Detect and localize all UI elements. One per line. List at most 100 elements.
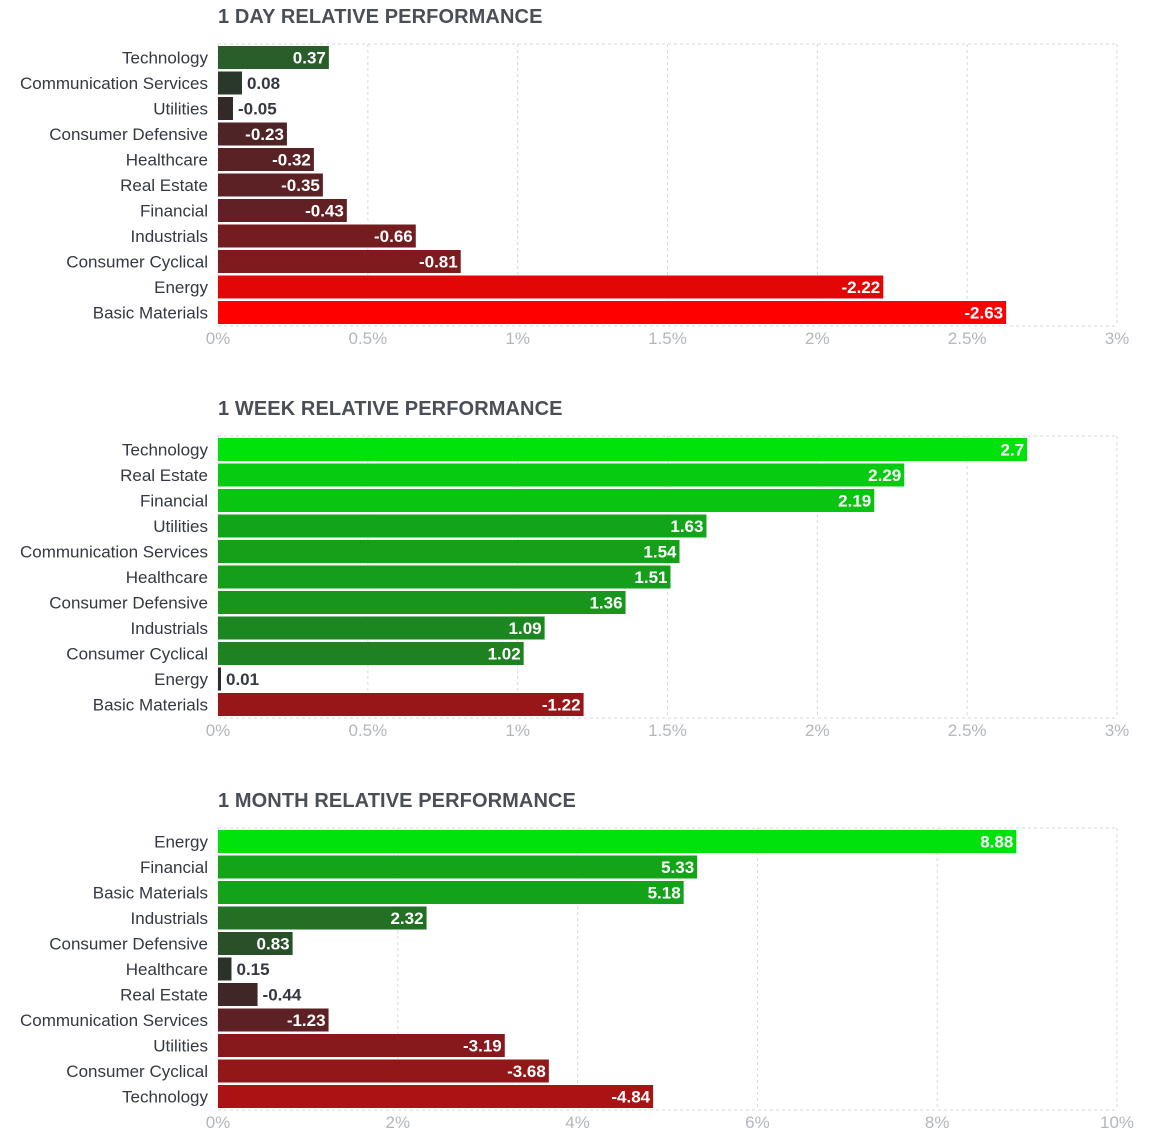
x-tick-label: 2% — [805, 329, 830, 348]
bar — [218, 906, 427, 930]
category-label: Healthcare — [126, 568, 208, 587]
value-label: 1.36 — [589, 594, 622, 613]
chart-1-day-relative-performance: 0% 0.5% 1% 1.5% 2% 2.5% 3% Technology 0.37 Commun… — [20, 43, 1130, 348]
bar — [218, 46, 329, 69]
bar — [218, 642, 524, 665]
value-label: 1.63 — [670, 517, 703, 536]
category-label: Financial — [140, 202, 208, 221]
category-label: Utilities — [153, 100, 208, 119]
value-label: -1.23 — [287, 1011, 326, 1030]
category-label: Basic Materials — [93, 696, 208, 715]
category-label: Industrials — [131, 227, 208, 246]
category-label: Consumer Defensive — [49, 935, 208, 954]
category-label: Industrials — [131, 619, 208, 638]
category-label: Consumer Cyclical — [66, 253, 208, 272]
bar — [218, 97, 233, 120]
x-tick-label: 2.5% — [948, 721, 987, 740]
x-tick-label: 0% — [206, 1113, 231, 1132]
category-label: Communication Services — [20, 543, 208, 562]
category-label: Technology — [122, 441, 209, 460]
category-label: Utilities — [153, 517, 208, 536]
bar — [218, 855, 698, 879]
x-tick-label: 2% — [386, 1113, 411, 1132]
category-label: Energy — [154, 670, 208, 689]
bar — [218, 1008, 329, 1032]
bar — [218, 983, 258, 1006]
x-tick-label: 1.5% — [648, 329, 687, 348]
value-label: 2.19 — [838, 492, 871, 511]
bar — [218, 540, 680, 563]
value-label: -0.05 — [238, 100, 277, 119]
bar — [218, 932, 293, 955]
value-label: 0.37 — [293, 49, 326, 68]
chart-1-week-relative-performance: 0% 0.5% 1% 1.5% 2% 2.5% 3% Technology 2.7 Real Es… — [20, 435, 1129, 740]
category-label: Healthcare — [126, 960, 208, 979]
bar — [218, 275, 884, 299]
x-tick-label: 4% — [565, 1113, 590, 1132]
value-label: -0.32 — [272, 151, 311, 170]
x-tick-label: 0.5% — [348, 329, 387, 348]
category-label: Energy — [154, 278, 208, 297]
value-label: -0.44 — [263, 986, 302, 1005]
value-label: 2.32 — [390, 909, 423, 928]
category-label: Consumer Cyclical — [66, 645, 208, 664]
category-label: Financial — [140, 858, 208, 877]
bar — [218, 881, 684, 904]
chart-title-1-week: 1 WEEK RELATIVE PERFORMANCE — [218, 398, 563, 420]
category-label: Real Estate — [120, 466, 208, 485]
panel-1-month: 1 MONTH RELATIVE PERFORMANCE 0% 2% 4% 6% 8% 1… — [0, 784, 1149, 1144]
category-label: Financial — [140, 492, 208, 511]
bar — [218, 71, 242, 95]
category-label: Industrials — [131, 909, 208, 928]
bar — [218, 693, 584, 716]
bar — [218, 591, 626, 614]
x-tick-label: 1% — [505, 721, 530, 740]
value-label: 0.83 — [257, 935, 290, 954]
panel-1-week: 1 WEEK RELATIVE PERFORMANCE 0% 0.5% 1% 1.5%… — [0, 392, 1149, 752]
panel-1-day: 1 DAY RELATIVE PERFORMANCE 0% 0.5% 1% 1.5% 2… — [0, 0, 1149, 360]
x-tick-label: 2% — [805, 721, 830, 740]
category-label: Basic Materials — [93, 304, 208, 323]
bar — [218, 301, 1007, 324]
chart-title-1-day: 1 DAY RELATIVE PERFORMANCE — [218, 6, 543, 28]
value-label: 5.18 — [648, 884, 681, 903]
value-label: 0.08 — [247, 74, 280, 93]
value-label: -0.23 — [245, 125, 284, 144]
x-tick-label: 1% — [505, 329, 530, 348]
x-tick-label: 1.5% — [648, 721, 687, 740]
bar — [218, 148, 314, 171]
bar — [218, 438, 1028, 461]
category-label: Utilities — [153, 1037, 208, 1056]
bar — [218, 199, 347, 222]
x-tick-label: 6% — [745, 1113, 770, 1132]
x-tick-label: 3% — [1105, 329, 1130, 348]
value-label: -4.84 — [611, 1088, 650, 1107]
bar — [218, 616, 545, 640]
category-label: Healthcare — [126, 151, 208, 170]
category-label: Technology — [122, 49, 209, 68]
bar — [218, 173, 323, 197]
chart-1-month-relative-performance: 0% 2% 4% 6% 8% 10% Energy 8.88 Financial 5.33 Basi… — [20, 827, 1134, 1132]
value-label: 1.51 — [634, 568, 667, 587]
bar — [218, 565, 671, 589]
value-label: -3.68 — [507, 1062, 546, 1081]
value-label: -3.19 — [463, 1037, 502, 1056]
category-label: Basic Materials — [93, 884, 208, 903]
category-label: Consumer Defensive — [49, 125, 208, 144]
value-label: -2.63 — [964, 304, 1003, 323]
value-label: -0.43 — [305, 202, 344, 221]
category-label: Consumer Defensive — [49, 594, 208, 613]
bar — [218, 463, 905, 487]
category-label: Consumer Cyclical — [66, 1062, 208, 1081]
bar — [218, 1034, 505, 1057]
x-tick-label: 0.5% — [348, 721, 387, 740]
value-label: 0.01 — [226, 670, 259, 689]
value-label: 5.33 — [661, 858, 694, 877]
bar — [218, 489, 875, 512]
bar — [218, 830, 1017, 853]
value-label: 0.15 — [236, 960, 269, 979]
category-label: Communication Services — [20, 1011, 208, 1030]
bar — [218, 1059, 549, 1083]
x-tick-label: 0% — [206, 329, 231, 348]
x-tick-label: 0% — [206, 721, 231, 740]
